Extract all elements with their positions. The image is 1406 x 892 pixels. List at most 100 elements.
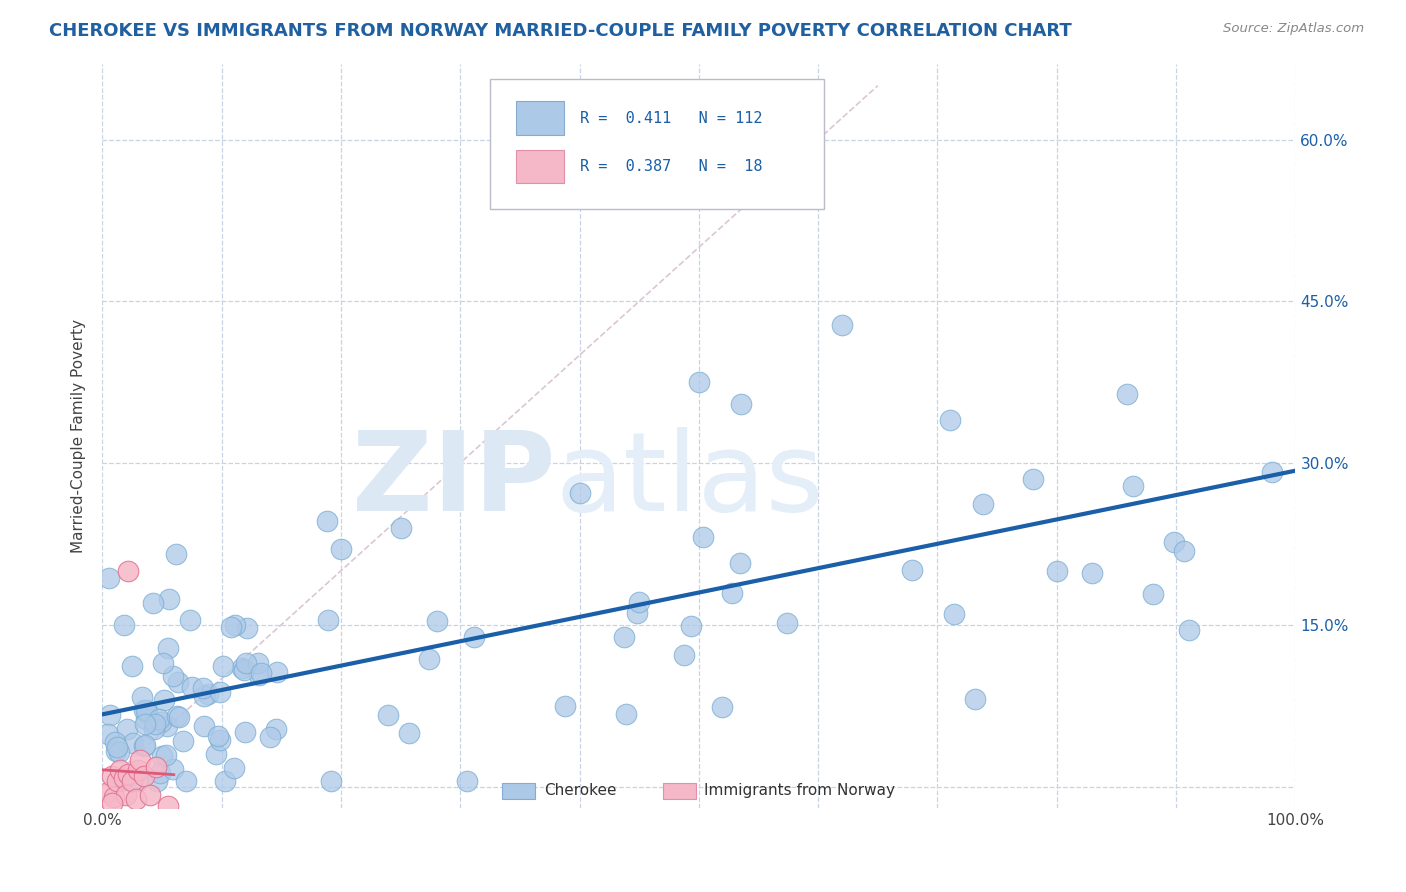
Point bbox=[127, 764, 149, 778]
Point bbox=[127, 774, 149, 789]
Point bbox=[214, 774, 236, 789]
Point bbox=[249, 665, 271, 680]
Point bbox=[162, 668, 184, 682]
Point bbox=[721, 586, 744, 600]
Point bbox=[728, 556, 751, 570]
Point bbox=[103, 790, 125, 805]
Point bbox=[112, 771, 135, 785]
Point bbox=[122, 736, 145, 750]
Point bbox=[156, 719, 179, 733]
Point bbox=[135, 712, 157, 726]
Point bbox=[135, 706, 157, 720]
Point bbox=[152, 656, 174, 670]
Point bbox=[1173, 543, 1195, 558]
Point bbox=[167, 710, 190, 724]
Bar bbox=[664, 783, 696, 799]
Point bbox=[329, 542, 352, 557]
Point bbox=[134, 716, 156, 731]
Point bbox=[692, 530, 714, 544]
Point bbox=[972, 497, 994, 511]
Point bbox=[711, 700, 734, 714]
Point bbox=[155, 748, 177, 763]
Point bbox=[167, 675, 190, 690]
Point bbox=[224, 617, 246, 632]
Point bbox=[105, 774, 128, 789]
Text: CHEROKEE VS IMMIGRANTS FROM NORWAY MARRIED-COUPLE FAMILY POVERTY CORRELATION CHA: CHEROKEE VS IMMIGRANTS FROM NORWAY MARRI… bbox=[49, 22, 1071, 40]
Point bbox=[938, 413, 960, 427]
Text: Cherokee: Cherokee bbox=[544, 783, 616, 798]
Point bbox=[1046, 564, 1069, 578]
Point bbox=[775, 616, 797, 631]
Point bbox=[212, 659, 235, 673]
Point bbox=[247, 668, 270, 682]
Point bbox=[1260, 465, 1282, 479]
Point bbox=[1022, 472, 1045, 486]
Point bbox=[626, 606, 648, 620]
Point bbox=[233, 725, 256, 739]
Point bbox=[97, 785, 120, 799]
Point bbox=[104, 744, 127, 758]
Text: atlas: atlas bbox=[555, 427, 824, 534]
Point bbox=[901, 563, 924, 577]
Point bbox=[172, 734, 194, 748]
Point bbox=[208, 733, 231, 747]
Point bbox=[1081, 566, 1104, 580]
Point bbox=[121, 774, 143, 789]
Point bbox=[688, 375, 710, 389]
Point bbox=[153, 693, 176, 707]
Point bbox=[235, 621, 257, 635]
Point bbox=[121, 658, 143, 673]
Point bbox=[208, 685, 231, 699]
Point bbox=[98, 571, 121, 585]
Point bbox=[145, 760, 167, 774]
Point bbox=[321, 774, 343, 789]
Point bbox=[104, 735, 127, 749]
Point bbox=[232, 663, 254, 677]
Text: Immigrants from Norway: Immigrants from Norway bbox=[703, 783, 894, 798]
Point bbox=[115, 722, 138, 736]
Point bbox=[496, 181, 519, 195]
Point bbox=[112, 618, 135, 632]
Point bbox=[148, 712, 170, 726]
Point bbox=[165, 547, 187, 561]
Point bbox=[166, 709, 188, 723]
Point bbox=[222, 761, 245, 775]
Point bbox=[1122, 479, 1144, 493]
Point bbox=[259, 730, 281, 744]
Point bbox=[613, 630, 636, 644]
Point bbox=[132, 769, 155, 783]
Point bbox=[673, 648, 696, 663]
Point bbox=[456, 774, 478, 789]
Point bbox=[157, 640, 180, 655]
Point bbox=[568, 486, 591, 500]
Point bbox=[219, 620, 242, 634]
Point bbox=[97, 727, 120, 741]
Point bbox=[377, 707, 399, 722]
Point bbox=[179, 614, 201, 628]
Point bbox=[554, 699, 576, 714]
Point bbox=[117, 766, 139, 780]
Point bbox=[264, 722, 287, 736]
Point bbox=[100, 769, 122, 783]
FancyBboxPatch shape bbox=[491, 78, 824, 209]
Point bbox=[117, 564, 139, 578]
Point bbox=[628, 595, 651, 609]
Point bbox=[110, 774, 132, 789]
Point bbox=[115, 788, 138, 802]
Text: Source: ZipAtlas.com: Source: ZipAtlas.com bbox=[1223, 22, 1364, 36]
Point bbox=[205, 747, 228, 761]
Point bbox=[181, 680, 204, 694]
Point bbox=[132, 703, 155, 717]
Point bbox=[149, 715, 172, 730]
Point bbox=[191, 681, 214, 695]
Point bbox=[149, 765, 172, 780]
Text: R =  0.387   N =  18: R = 0.387 N = 18 bbox=[579, 160, 762, 174]
Point bbox=[1163, 535, 1185, 549]
Point bbox=[389, 521, 412, 535]
Point bbox=[157, 592, 180, 607]
Point bbox=[139, 788, 162, 802]
Point bbox=[235, 656, 257, 670]
Point bbox=[131, 690, 153, 705]
Text: R =  0.411   N = 112: R = 0.411 N = 112 bbox=[579, 111, 762, 126]
Point bbox=[156, 799, 179, 814]
